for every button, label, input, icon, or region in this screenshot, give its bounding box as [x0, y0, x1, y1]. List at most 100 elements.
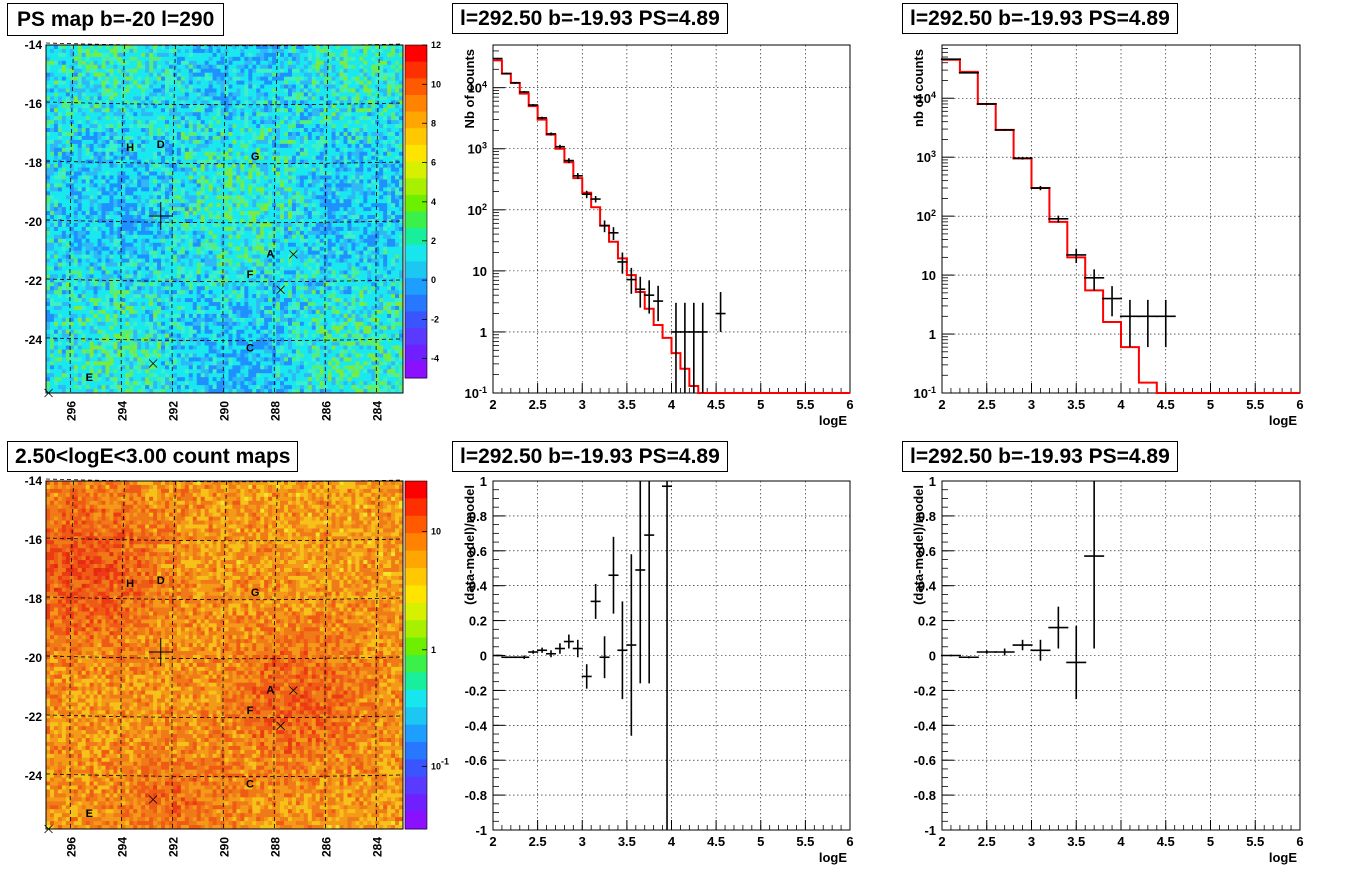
heatmap-cell: [355, 128, 360, 133]
heatmap-cell: [387, 76, 392, 81]
heatmap-cell: [192, 226, 198, 232]
heatmap-cell: [224, 167, 229, 172]
heatmap-cell: [165, 84, 170, 89]
heatmap-cell: [228, 151, 233, 157]
heatmap-cell: [212, 175, 217, 180]
heatmap-cell: [220, 108, 225, 113]
heatmap-cell: [46, 183, 51, 188]
heatmap-cell: [149, 159, 154, 165]
heatmap-cell: [268, 219, 273, 224]
heatmap-cell: [149, 163, 154, 168]
heatmap-cell: [375, 112, 380, 117]
heatmap-cell: [101, 183, 106, 188]
heatmap-cell: [363, 143, 368, 149]
heatmap-cell: [287, 238, 293, 244]
heatmap-cell: [272, 155, 277, 161]
heatmap-cell: [232, 238, 237, 244]
heatmap-cell: [125, 183, 130, 188]
heatmap-cell: [319, 96, 325, 101]
heatmap-cell: [61, 211, 67, 216]
heatmap-cell: [89, 104, 94, 109]
heatmap-cell: [272, 56, 277, 62]
heatmap-cell: [228, 45, 233, 50]
heatmap-cell: [284, 258, 289, 263]
heatmap-cell: [101, 80, 106, 85]
heatmap-cell: [399, 254, 404, 259]
heatmap-cell: [165, 211, 170, 216]
heatmap-cell: [145, 155, 150, 161]
heatmap-cell: [228, 108, 233, 113]
heatmap-cell: [176, 132, 182, 137]
heatmap-cell: [303, 76, 309, 81]
heatmap-cell: [81, 104, 87, 109]
heatmap-cell: [188, 234, 194, 240]
heatmap-cell: [335, 151, 340, 157]
heatmap-cell: [101, 242, 106, 248]
heatmap-cell: [65, 88, 71, 93]
heatmap-cell: [323, 84, 329, 89]
heatmap-cell: [264, 211, 269, 216]
heatmap-cell: [168, 116, 174, 121]
heatmap-cell: [137, 238, 142, 244]
heatmap-cell: [180, 207, 186, 212]
heatmap-cell: [89, 234, 94, 240]
heatmap-cell: [224, 199, 229, 204]
heatmap-cell: [351, 219, 356, 224]
heatmap-cell: [331, 143, 336, 149]
heatmap-cell: [371, 250, 376, 255]
heatmap-cell: [216, 143, 221, 149]
heatmap-cell: [303, 250, 309, 255]
heatmap-cell: [339, 250, 344, 255]
heatmap-cell: [395, 230, 400, 236]
heatmap-cell: [295, 222, 301, 228]
heatmap-cell: [375, 104, 380, 109]
heatmap-cell: [276, 84, 281, 89]
heatmap-cell: [236, 104, 241, 109]
heatmap-cell: [141, 72, 146, 78]
heatmap-cell: [97, 159, 102, 165]
heatmap-cell: [180, 159, 186, 165]
heatmap-cell: [343, 45, 348, 50]
heatmap-cell: [244, 167, 249, 172]
heatmap-cell: [351, 60, 356, 66]
heatmap-cell: [355, 203, 360, 208]
heatmap-cell: [208, 230, 213, 236]
heatmap-cell: [145, 203, 150, 208]
heatmap-cell: [61, 222, 67, 228]
heatmap-cell: [311, 219, 317, 224]
heatmap-cell: [180, 132, 186, 137]
heatmap-cell: [133, 100, 138, 105]
heatmap-cell: [188, 120, 194, 125]
heatmap-cell: [295, 242, 301, 248]
heatmap-cell: [113, 124, 118, 129]
heatmap-cell: [46, 242, 51, 248]
heatmap-cell: [311, 120, 317, 125]
heatmap-cell: [335, 191, 340, 196]
heatmap-cell: [248, 116, 253, 121]
heatmap-cell: [81, 175, 87, 180]
heatmap-cell: [81, 72, 87, 78]
heatmap-cell: [216, 250, 221, 255]
heatmap-cell: [109, 163, 114, 168]
heatmap-cell: [232, 139, 237, 145]
heatmap-cell: [256, 92, 261, 97]
heatmap-cell: [93, 52, 98, 58]
heatmap-cell: [276, 124, 281, 129]
heatmap-cell: [319, 84, 325, 89]
heatmap-cell: [49, 207, 55, 212]
heatmap-cell: [61, 68, 67, 74]
heatmap-cell: [157, 226, 162, 232]
heatmap-cell: [347, 116, 352, 121]
heatmap-cell: [137, 72, 142, 78]
heatmap-cell: [303, 203, 309, 208]
heatmap-cell: [323, 104, 329, 109]
heatmap-cell: [399, 151, 404, 157]
heatmap-cell: [347, 48, 352, 54]
heatmap-cell: [153, 175, 158, 180]
heatmap-cell: [196, 112, 202, 117]
heatmap-cell: [61, 64, 67, 70]
heatmap-cell: [399, 60, 404, 66]
heatmap-cell: [355, 179, 360, 184]
heatmap-cell: [236, 56, 241, 62]
heatmap-cell: [307, 191, 313, 196]
